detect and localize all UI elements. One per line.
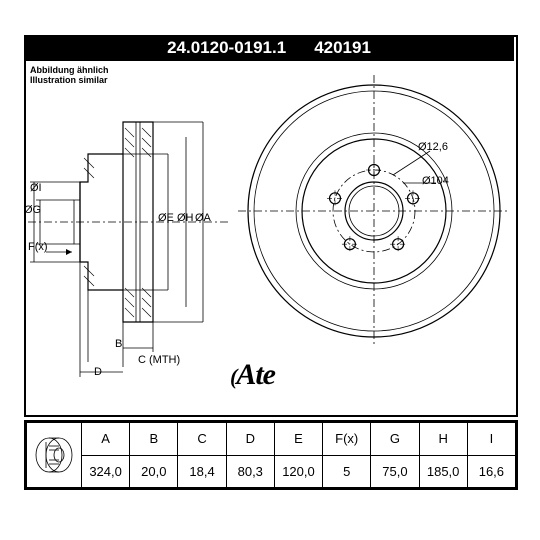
val-E: 120,0 (274, 455, 322, 488)
front-view (238, 75, 510, 347)
val-B: 20,0 (130, 455, 178, 488)
dim-B: B (115, 338, 122, 350)
dim-C: C (MTH) (138, 354, 180, 366)
val-G: 75,0 (371, 455, 419, 488)
dimension-table: A B C D E F(x) G H I 324,0 20,0 18,4 80,… (24, 420, 518, 490)
dim-G: ØG (24, 204, 41, 216)
dim-I: ØI (30, 182, 42, 194)
col-E: E (274, 423, 322, 456)
col-G: G (371, 423, 419, 456)
table-value-row: 324,0 20,0 18,4 80,3 120,0 5 75,0 185,0 … (27, 455, 516, 488)
col-C: C (178, 423, 226, 456)
alt-number: 420191 (314, 38, 371, 58)
canvas: 24.0120-0191.1 420191 Abbildung ähnlich … (0, 0, 540, 540)
side-view (28, 82, 228, 382)
val-D: 80,3 (226, 455, 274, 488)
val-A: 324,0 (82, 455, 130, 488)
col-H: H (419, 423, 467, 456)
brand-logo: (Ate (230, 358, 275, 392)
val-H: 185,0 (419, 455, 467, 488)
table-header-row: A B C D E F(x) G H I (27, 423, 516, 456)
callout-bolt: Ø12,6 (418, 141, 448, 153)
col-I: I (467, 423, 515, 456)
val-I: 16,6 (467, 455, 515, 488)
dim-E: ØE (158, 212, 174, 224)
disc-icon-cell (27, 423, 82, 488)
dim-D: D (94, 366, 102, 378)
col-B: B (130, 423, 178, 456)
val-C: 18,4 (178, 455, 226, 488)
col-F: F(x) (323, 423, 371, 456)
col-A: A (82, 423, 130, 456)
dim-H: ØH (177, 212, 194, 224)
dim-A: ØA (195, 212, 211, 224)
caption-de: Abbildung ähnlich (30, 65, 109, 75)
callout-pcd: Ø104 (422, 175, 449, 187)
col-D: D (226, 423, 274, 456)
dim-F: F(x) (28, 241, 48, 253)
part-number: 24.0120-0191.1 (167, 38, 286, 58)
val-F: 5 (323, 455, 371, 488)
header-bar: 24.0120-0191.1 420191 (24, 35, 514, 61)
vented-disc-icon (32, 436, 76, 474)
